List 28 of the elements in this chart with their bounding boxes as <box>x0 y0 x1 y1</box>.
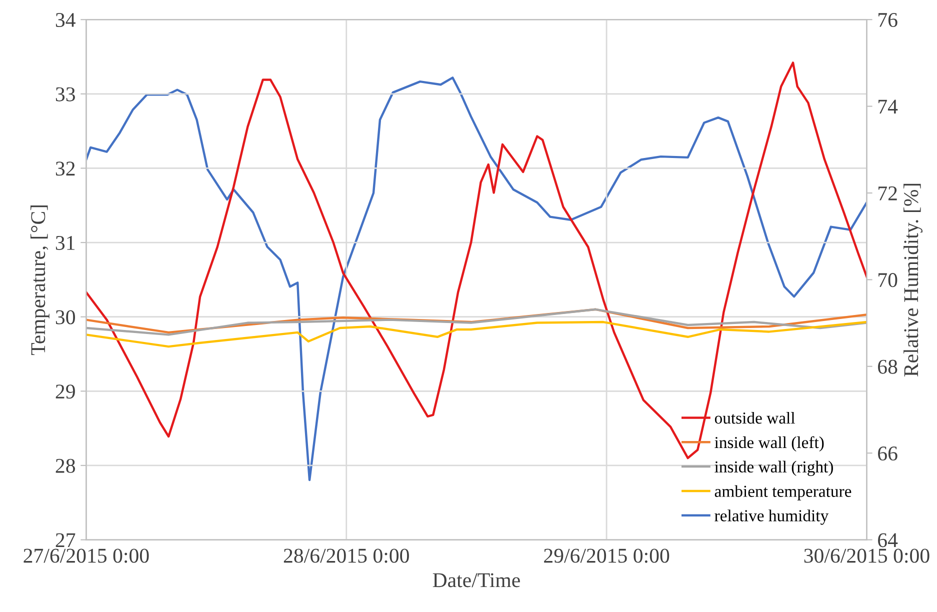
legend-label: outside wall <box>714 412 795 424</box>
legend-label: inside wall (left) <box>714 436 824 452</box>
y2-tick-label: 72 <box>878 186 897 200</box>
y-tick-label: 30 <box>56 310 75 324</box>
x-tick-label: 29/6/2015 0:00 <box>544 548 670 563</box>
y-tick-label: 31 <box>56 236 75 250</box>
y2-tick-label: 66 <box>878 446 898 461</box>
y-tick-label: 32 <box>56 162 75 176</box>
x-tick-label: 30/6/2015 0:00 <box>804 548 930 563</box>
y-tick-label: 34 <box>56 13 76 28</box>
x-tick-label: 28/6/2015 0:00 <box>284 548 409 563</box>
y2-axis-title: Relative Humidity. [%] <box>904 184 922 376</box>
legend-label: inside wall (right) <box>714 460 833 476</box>
y2-tick-label: 64 <box>878 533 898 548</box>
legend-label: relative humidity <box>714 510 829 525</box>
y-tick-label: 27 <box>56 533 76 548</box>
legend-label: ambient temperature <box>714 485 852 500</box>
x-axis-title: Date/Time <box>432 573 520 588</box>
x-tick-label: 27/6/2015 0:00 <box>24 548 149 563</box>
y2-tick-label: 68 <box>878 360 898 374</box>
line-series <box>86 320 867 348</box>
y-axis-title: Temperature, [°C] <box>30 205 50 356</box>
y2-tick-label: 70 <box>878 273 898 288</box>
y-tick-label: 29 <box>56 384 75 399</box>
y2-tick-label: 76 <box>878 13 898 28</box>
y-tick-label: 28 <box>56 458 75 473</box>
y2-tick-label: 74 <box>878 100 898 114</box>
y-tick-label: 33 <box>56 87 75 102</box>
